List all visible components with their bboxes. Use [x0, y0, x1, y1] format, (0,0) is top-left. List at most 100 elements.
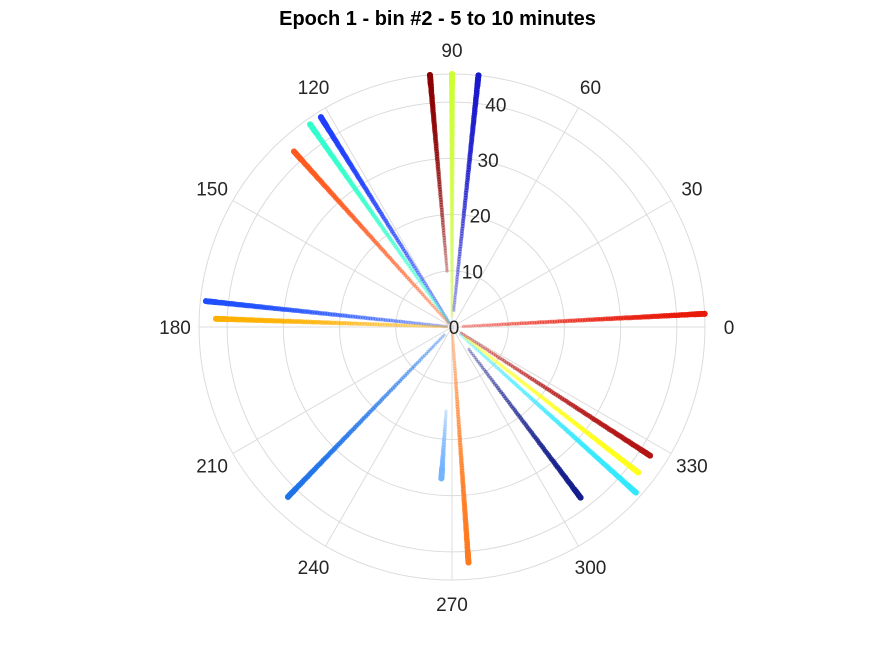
data-point	[444, 254, 448, 258]
angular-tick-label: 60	[580, 78, 601, 99]
data-point	[483, 355, 487, 359]
data-point	[468, 336, 472, 341]
data-point	[450, 286, 454, 290]
series-10	[438, 409, 448, 482]
data-point	[491, 352, 496, 356]
data-point	[429, 292, 434, 296]
data-point	[504, 322, 509, 327]
radial-tick-label: 30	[478, 151, 499, 172]
data-point	[424, 296, 428, 300]
data-point	[469, 324, 473, 328]
angular-gridline	[451, 326, 579, 547]
data-point	[638, 447, 645, 454]
data-point	[472, 339, 476, 344]
data-point	[454, 282, 459, 287]
data-point	[450, 275, 454, 280]
data-point	[477, 361, 482, 366]
data-point	[436, 309, 440, 314]
data-point	[444, 414, 448, 419]
data-point	[457, 259, 461, 264]
data-point	[490, 377, 494, 382]
data-point	[424, 324, 428, 328]
data-point	[417, 288, 421, 293]
data-point	[452, 308, 456, 312]
data-point	[437, 323, 441, 328]
series-7	[202, 298, 449, 328]
data-point	[512, 321, 516, 326]
data-point	[444, 319, 449, 323]
data-point	[488, 375, 493, 380]
data-point	[442, 241, 447, 245]
data-point	[476, 359, 480, 364]
data-point	[417, 278, 422, 283]
data-point	[441, 228, 446, 233]
data-point	[473, 346, 478, 351]
angular-tick-label: 300	[575, 558, 607, 579]
data-point	[432, 296, 436, 301]
data-point	[421, 279, 426, 284]
data-point	[456, 264, 461, 269]
data-point	[450, 301, 454, 305]
data-point	[446, 318, 450, 322]
angular-tick-label: 150	[196, 180, 228, 201]
data-point	[428, 348, 432, 352]
data-point	[464, 549, 471, 556]
radial-tick-label: 40	[485, 95, 506, 116]
data-point	[444, 259, 448, 263]
data-point	[443, 314, 447, 318]
series-0	[461, 310, 708, 329]
data-point	[463, 335, 467, 340]
data-point	[453, 369, 457, 373]
angular-tick-label: 240	[298, 558, 330, 579]
data-point	[467, 338, 471, 343]
data-point	[442, 314, 446, 318]
data-point	[432, 305, 437, 310]
data-point	[423, 287, 428, 291]
chart-title: Epoch 1 - bin #2 - 5 to 10 minutes	[279, 8, 596, 30]
data-point	[431, 324, 436, 329]
data-point	[450, 293, 454, 298]
data-point	[434, 324, 438, 329]
data-point	[571, 486, 578, 493]
data-point	[490, 361, 495, 366]
data-point	[433, 301, 438, 306]
data-point	[452, 364, 457, 368]
angular-tick-label: 30	[681, 180, 702, 201]
data-point	[440, 309, 444, 314]
data-point	[493, 353, 498, 358]
data-point	[445, 264, 449, 268]
data-point	[435, 301, 439, 305]
data-point	[450, 273, 454, 277]
data-point	[479, 351, 484, 356]
series-11	[450, 331, 472, 566]
data-point	[414, 321, 418, 326]
data-point	[444, 324, 449, 328]
data-point	[437, 339, 441, 343]
data-point	[479, 348, 484, 352]
data-point	[453, 379, 458, 384]
data-point	[291, 486, 298, 493]
data-point	[507, 322, 511, 326]
data-point	[427, 300, 432, 304]
data-point	[430, 294, 435, 299]
data-point	[450, 309, 454, 313]
data-point	[443, 243, 447, 248]
data-point	[691, 311, 698, 318]
data-point	[483, 346, 487, 351]
data-point	[426, 349, 430, 354]
data-point	[481, 323, 486, 327]
angular-tick-label: 270	[436, 595, 468, 616]
angular-gridline	[451, 107, 579, 328]
data-point	[442, 333, 446, 337]
data-point	[398, 323, 403, 328]
data-point	[447, 320, 451, 324]
data-point	[444, 261, 449, 266]
data-point	[471, 353, 476, 358]
data-point	[433, 298, 438, 303]
label-layer: 0 30 60 90 120 150 180 210 240 270 300 330 0 10 20 30 40	[159, 41, 734, 616]
data-point	[420, 283, 425, 287]
data-point	[497, 322, 501, 327]
data-point	[461, 332, 466, 337]
data-point	[444, 325, 448, 329]
data-point	[491, 322, 496, 327]
